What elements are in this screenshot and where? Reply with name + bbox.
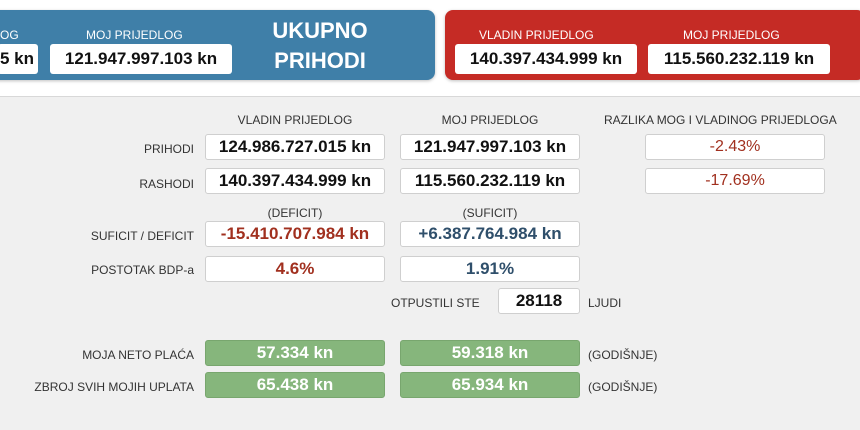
vladin-prijedlog-label: VLADIN PRIJEDLOG: [479, 28, 594, 42]
header-vladin: VLADIN PRIJEDLOG: [237, 113, 353, 127]
row-label-prihodi: PRIHODI: [143, 142, 194, 156]
otpustili-label: OTPUSTILI STE: [391, 296, 480, 310]
moj-prijedlog-label: MOJ PRIJEDLOG: [86, 28, 183, 42]
moj-suficit-note: (SUFICIT): [462, 206, 518, 220]
vladin-rashodi-field: 140.397.434.999 kn: [205, 168, 385, 194]
header-moj: MOJ PRIJEDLOG: [441, 113, 539, 127]
neto-placa-note: (GODIŠNJE): [588, 348, 658, 362]
moj-prijedlog-label-right: MOJ PRIJEDLOG: [683, 28, 780, 42]
razlika-prihodi-field: -2.43%: [645, 134, 825, 160]
moj-zbroj-uplata-field: 65.934 kn: [400, 372, 580, 398]
row-label-rashodi: RASHODI: [139, 177, 194, 191]
prihodi-summary-panel[interactable]: OG 5 kn MOJ PRIJEDLOG 121.947.997.103 kn…: [0, 10, 435, 80]
header-razlika: RAZLIKA MOG I VLADINOG PRIJEDLOGA: [604, 113, 837, 127]
vladin-prijedlog-rashodi-value: 140.397.434.999 kn: [455, 44, 637, 74]
row-label-zbroj-uplata: ZBROJ SVIH MOJIH UPLATA: [34, 380, 194, 394]
row-label-bdp: POSTOTAK BDP-a: [91, 263, 194, 277]
ukupno-prihodi-title: UKUPNO PRIHODI: [270, 16, 370, 76]
otpustili-unit: LJUDI: [588, 296, 622, 310]
row-label-suficit-deficit: SUFICIT / DEFICIT: [90, 229, 194, 243]
razlika-rashodi-field: -17.69%: [645, 168, 825, 194]
vladin-deficit-note: (DEFICIT): [267, 206, 323, 220]
moj-prijedlog-rashodi-value: 115.560.232.119 kn: [648, 44, 830, 74]
vladin-zbroj-uplata-field: 65.438 kn: [205, 372, 385, 398]
moj-prijedlog-prihodi-value: 121.947.997.103 kn: [50, 44, 232, 74]
moj-suficit-deficit-field: +6.387.764.984 kn: [400, 221, 580, 247]
zbroj-uplata-note: (GODIŠNJE): [588, 380, 658, 394]
ukupno-title-line2: PRIHODI: [274, 48, 366, 73]
vladin-neto-placa-field: 57.334 kn: [205, 340, 385, 366]
vladin-prihodi-field: 124.986.727.015 kn: [205, 134, 385, 160]
ukupno-title-line1: UKUPNO: [272, 18, 368, 43]
vladin-prijedlog-label-partial: OG: [0, 28, 19, 42]
vladin-bdp-field: 4.6%: [205, 256, 385, 282]
row-label-neto-placa: MOJA NETO PLAĆA: [82, 348, 194, 362]
otpustili-value-field: 28118: [498, 288, 580, 314]
moj-neto-placa-field: 59.318 kn: [400, 340, 580, 366]
moj-rashodi-field: 115.560.232.119 kn: [400, 168, 580, 194]
vladin-prijedlog-value-partial: 5 kn: [0, 44, 38, 74]
rashodi-summary-panel[interactable]: VLADIN PRIJEDLOG 140.397.434.999 kn MOJ …: [445, 10, 860, 80]
moj-prihodi-field: 121.947.997.103 kn: [400, 134, 580, 160]
moj-bdp-field: 1.91%: [400, 256, 580, 282]
vladin-suficit-deficit-field: -15.410.707.984 kn: [205, 221, 385, 247]
comparison-area: VLADIN PRIJEDLOG MOJ PRIJEDLOG RAZLIKA M…: [0, 96, 860, 430]
